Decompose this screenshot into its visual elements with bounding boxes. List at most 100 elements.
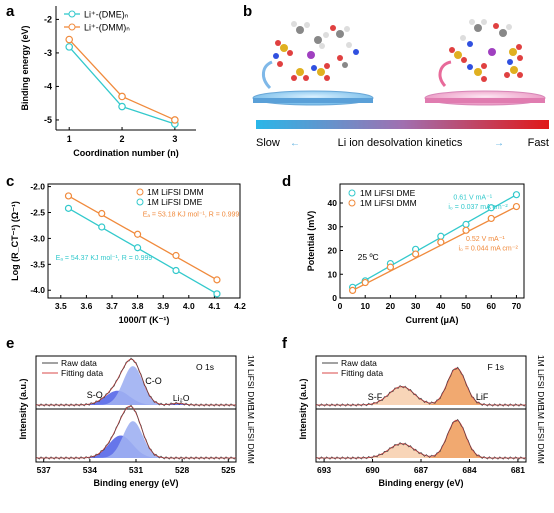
- data-point: [462, 220, 470, 228]
- y-tick-label: 30: [328, 222, 338, 232]
- legend-label: 1M LiFSI DME: [360, 188, 416, 198]
- arrow-left-icon: ←: [290, 138, 300, 149]
- x-tick-label: 3.8: [132, 301, 144, 311]
- x-tick-label: 681: [511, 465, 525, 475]
- data-point: [64, 204, 73, 212]
- arrow-right-icon: →: [494, 138, 504, 149]
- x-tick-label: 3.5: [55, 301, 67, 311]
- kinetics-caption: Li ion desolvation kinetics: [338, 137, 463, 149]
- x-tick-label: 30: [411, 301, 421, 311]
- legend-marker: [136, 198, 144, 206]
- data-point: [437, 232, 445, 240]
- kinetics-gradient-bar: [256, 120, 549, 129]
- y-axis-label: Intensity (a.u.): [18, 378, 28, 439]
- x-tick-label: 3.7: [106, 301, 118, 311]
- subplot-label: 1M LiFSI DME: [536, 355, 546, 411]
- subplot-label: 1M LiFSI DMM: [246, 407, 256, 464]
- annotation-slope-dme: 0.61 V mA⁻¹: [453, 194, 492, 201]
- slow-label: Slow: [256, 137, 280, 149]
- data-point: [213, 276, 221, 284]
- x-tick-label: 40: [436, 301, 446, 311]
- fit-peak-area: [316, 386, 526, 405]
- fast-label: Fast: [528, 137, 549, 149]
- annotation-slope-dmm: 0.52 V mA⁻¹: [466, 236, 505, 243]
- x-tick-label: 60: [486, 301, 496, 311]
- chart-f: 693 690 687 684 681 Binding energy (eV) Intens…: [298, 355, 546, 488]
- legend-marker: [68, 23, 76, 31]
- y-axis-label: Binding energy (eV): [20, 25, 30, 110]
- peak-label-co: C-O: [145, 376, 162, 386]
- x-tick-label: 3.6: [80, 301, 92, 311]
- raw-data-curve: [35, 404, 237, 460]
- subplot-label: 1M LiFSI DMM: [536, 407, 546, 464]
- y-tick-label: -2.0: [30, 182, 45, 192]
- panel-b-illustration: Slow ← Li ion desolvation kinetics → Fas…: [252, 19, 549, 149]
- raw-data-curve: [35, 357, 237, 407]
- peak-label-sf: S-F: [368, 392, 383, 402]
- x-tick-label: 4.1: [208, 301, 220, 311]
- x-tick-label: 0: [338, 301, 343, 311]
- data-point: [65, 35, 74, 44]
- panel-label-d: d: [282, 173, 291, 190]
- y-tick-label: 20: [328, 246, 338, 256]
- annotation-i0-dme: i₀ = 0.037 mA cm⁻²: [448, 204, 508, 211]
- data-point: [98, 223, 106, 231]
- raw-data-curve: [315, 418, 527, 460]
- annotation-temperature: 25 ºC: [358, 252, 379, 262]
- plot-frame: [47, 183, 241, 299]
- annotation-dmm: Eₐ = 53.18 KJ mol⁻¹, R = 0.999: [143, 212, 240, 219]
- y-tick-label: -3.0: [30, 233, 45, 243]
- fit-peak-area: [316, 443, 526, 458]
- legend-label: Li⁺-(DME)ₙ: [84, 10, 129, 20]
- data-point: [437, 238, 445, 246]
- y-axis-label: Log (R_CT⁻¹) (Ω⁻¹): [10, 201, 20, 281]
- panel-label-b: b: [243, 3, 252, 20]
- data-point: [487, 204, 495, 212]
- molecule-cluster-right: [449, 19, 523, 82]
- data-point: [134, 244, 142, 252]
- spectrum-title: O 1s: [196, 362, 214, 372]
- plot-frame: [339, 183, 525, 299]
- data-point: [64, 192, 73, 200]
- peak-label-lif: LiF: [476, 392, 489, 402]
- x-tick-label: 50: [461, 301, 471, 311]
- x-tick-label: 693: [317, 465, 331, 475]
- legend-label: Fitting data: [341, 368, 383, 378]
- data-point: [512, 202, 521, 211]
- data-point: [172, 251, 180, 260]
- x-axis-label: 1000/T (K⁻¹): [119, 315, 170, 325]
- y-tick-label: 0: [332, 293, 337, 303]
- x-tick-label: 3.9: [157, 301, 169, 311]
- legend-label: 1M LiFSI DME: [147, 197, 203, 207]
- desolvation-arc-right: [438, 60, 452, 88]
- fit-peak-area: [36, 421, 236, 458]
- chart-e: 537 534 531 528 525 Binding energy (eV) Intens…: [18, 355, 256, 488]
- legend-label: 1M LiFSI DMM: [360, 198, 417, 208]
- x-tick-label: 20: [386, 301, 396, 311]
- legend-label: Raw data: [61, 358, 97, 368]
- subplot-label: 1M LiFSI DME: [246, 355, 256, 411]
- x-tick-label: 4.0: [183, 301, 195, 311]
- y-tick-label: -4.0: [30, 285, 45, 295]
- y-tick-label: -2.5: [30, 208, 45, 218]
- fit-line-0: [68, 195, 218, 281]
- x-tick-label: 534: [83, 465, 97, 475]
- legend-label: Raw data: [341, 358, 377, 368]
- electrode-disc-right-edge: [425, 98, 545, 103]
- y-tick-label: -3.5: [30, 259, 45, 269]
- electrode-disc-left-edge: [253, 98, 373, 103]
- x-axis-label: Coordination number (n): [73, 148, 179, 158]
- x-tick-label: 2: [120, 134, 125, 144]
- data-point: [349, 286, 357, 294]
- data-point: [171, 116, 179, 124]
- x-tick-label: 684: [462, 465, 476, 475]
- legend-label: Li⁺-(DMM)ₙ: [84, 23, 130, 33]
- data-point: [213, 290, 221, 298]
- x-axis-label: Binding energy (eV): [378, 478, 463, 488]
- x-axis-label: Binding energy (eV): [93, 478, 178, 488]
- data-point: [65, 43, 74, 51]
- chart-d: 0 10 20 30 40 50 60 70 0 10 20 30 40 Current (μA) Pote…: [306, 183, 525, 325]
- legend-label: 1M LiFSI DMM: [147, 187, 204, 197]
- data-point: [487, 214, 495, 223]
